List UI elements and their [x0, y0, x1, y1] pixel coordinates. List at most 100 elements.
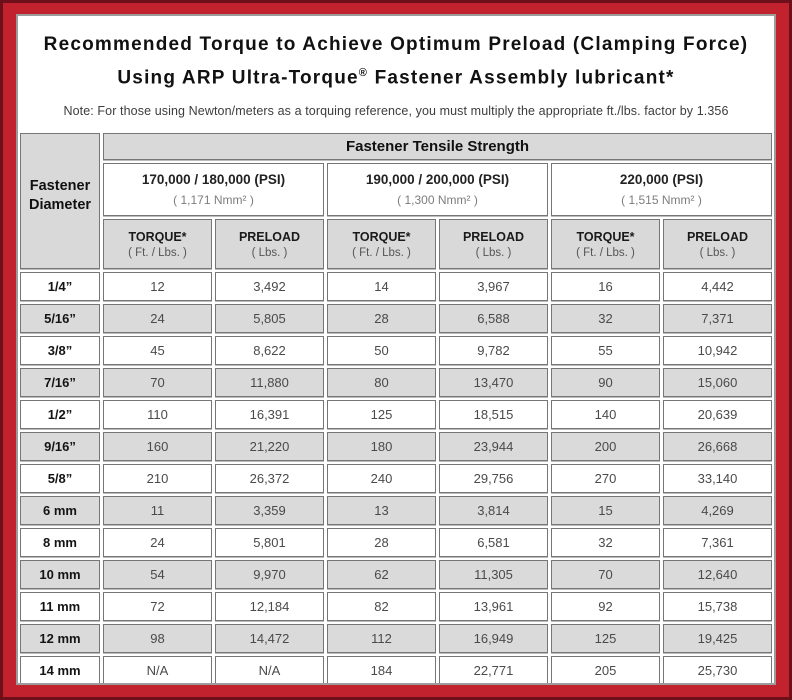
preload-value-cell: 15,060 [663, 368, 772, 398]
preload-value-cell: 7,361 [663, 528, 772, 558]
torque-value-cell: 205 [551, 656, 660, 683]
torque-value-cell: 125 [327, 400, 436, 430]
preload-value-cell: 7,371 [663, 304, 772, 334]
torque-unit: ( Ft. / Lbs. ) [128, 246, 187, 259]
torque-value-cell: 92 [551, 592, 660, 622]
table-row: 14 mm N/A N/A 184 22,771 205 25,730 [20, 656, 772, 683]
preload-value-cell: 23,944 [439, 432, 548, 462]
torque-value-cell: 82 [327, 592, 436, 622]
preload-value-cell: 21,220 [215, 432, 324, 462]
table-row: 1/4” 12 3,492 14 3,967 16 4,442 [20, 272, 772, 302]
torque-label: TORQUE* [128, 229, 187, 244]
torque-value-cell: 180 [327, 432, 436, 462]
torque-value-cell: 55 [551, 336, 660, 366]
title-line-2-text-end: Fastener Assembly lubricant* [368, 67, 675, 89]
table-row: 12 mm 98 14,472 112 16,949 125 19,425 [20, 624, 772, 654]
fastener-diameter-header-cell: Fastener Diameter [20, 133, 100, 270]
preload-unit: ( Lbs. ) [251, 246, 288, 259]
preload-value-cell: 11,880 [215, 368, 324, 398]
column-header-row: TORQUE* ( Ft. / Lbs. ) PRELOAD ( Lbs. ) … [20, 219, 772, 270]
torque-value-cell: 14 [327, 272, 436, 302]
preload-value-cell: N/A [215, 656, 324, 683]
torque-value-cell: 32 [551, 304, 660, 334]
table-row: 5/16” 24 5,805 28 6,588 32 7,371 [20, 304, 772, 334]
torque-value-cell: 54 [103, 560, 212, 590]
torque-value-cell: 90 [551, 368, 660, 398]
preload-label: PRELOAD [686, 229, 749, 244]
psi-header-190-200: 190,000 / 200,000 (PSI) ( 1,300 Nmm² ) [327, 163, 548, 217]
preload-value-cell: 22,771 [439, 656, 548, 683]
preload-value-cell: 25,730 [663, 656, 772, 683]
preload-value-cell: 11,305 [439, 560, 548, 590]
preload-value-cell: 13,470 [439, 368, 548, 398]
table-row: 11 mm 72 12,184 82 13,961 92 15,738 [20, 592, 772, 622]
preload-value-cell: 8,622 [215, 336, 324, 366]
table-row: 7/16” 70 11,880 80 13,470 90 15,060 [20, 368, 772, 398]
torque-value-cell: 28 [327, 304, 436, 334]
preload-value-cell: 15,738 [663, 592, 772, 622]
preload-value-cell: 26,372 [215, 464, 324, 494]
torque-preload-table: Fastener Diameter Fastener Tensile Stren… [18, 130, 774, 683]
diameter-cell: 5/8” [20, 464, 100, 494]
nmm-value: ( 1,171 Nmm² ) [173, 193, 254, 208]
torque-value-cell: N/A [103, 656, 212, 683]
preload-value-cell: 12,184 [215, 592, 324, 622]
preload-value-cell: 5,805 [215, 304, 324, 334]
corner-line-2: Diameter [28, 197, 92, 214]
preload-value-cell: 4,269 [663, 496, 772, 526]
torque-value-cell: 15 [551, 496, 660, 526]
table-body: 1/4” 12 3,492 14 3,967 16 4,442 5/16” 24 5,805 28 6… [20, 272, 772, 683]
diameter-cell: 10 mm [20, 560, 100, 590]
torque-value-cell: 210 [103, 464, 212, 494]
preload-value-cell: 33,140 [663, 464, 772, 494]
torque-value-cell: 240 [327, 464, 436, 494]
preload-value-cell: 3,359 [215, 496, 324, 526]
preload-value-cell: 3,492 [215, 272, 324, 302]
diameter-cell: 9/16” [20, 432, 100, 462]
preload-value-cell: 12,640 [663, 560, 772, 590]
torque-value-cell: 98 [103, 624, 212, 654]
torque-value-cell: 112 [327, 624, 436, 654]
preload-value-cell: 20,639 [663, 400, 772, 430]
preload-value-cell: 3,967 [439, 272, 548, 302]
psi-header-row: 170,000 / 180,000 (PSI) ( 1,171 Nmm² ) 1… [20, 163, 772, 217]
torque-unit: ( Ft. / Lbs. ) [576, 246, 635, 259]
title-line-2: Using ARP Ultra-Torque® Fastener Assembl… [28, 59, 764, 92]
torque-value-cell: 28 [327, 528, 436, 558]
torque-label: TORQUE* [576, 229, 635, 244]
diameter-cell: 6 mm [20, 496, 100, 526]
torque-column-header: TORQUE* ( Ft. / Lbs. ) [103, 219, 212, 270]
preload-column-header: PRELOAD ( Lbs. ) [215, 219, 324, 270]
diameter-cell: 1/4” [20, 272, 100, 302]
table-row: 10 mm 54 9,970 62 11,305 70 12,640 [20, 560, 772, 590]
diameter-cell: 3/8” [20, 336, 100, 366]
nmm-value: ( 1,300 Nmm² ) [397, 193, 478, 208]
psi-header-170-180: 170,000 / 180,000 (PSI) ( 1,171 Nmm² ) [103, 163, 324, 217]
fastener-tensile-strength-header: Fastener Tensile Strength [103, 133, 772, 161]
torque-label: TORQUE* [352, 229, 411, 244]
preload-value-cell: 5,801 [215, 528, 324, 558]
diameter-cell: 7/16” [20, 368, 100, 398]
corner-line-1: Fastener [29, 178, 91, 195]
preload-value-cell: 6,588 [439, 304, 548, 334]
preload-value-cell: 6,581 [439, 528, 548, 558]
preload-value-cell: 14,472 [215, 624, 324, 654]
nmm-value: ( 1,515 Nmm² ) [621, 193, 702, 208]
torque-value-cell: 24 [103, 304, 212, 334]
title-block: Recommended Torque to Achieve Optimum Pr… [18, 16, 774, 118]
preload-value-cell: 26,668 [663, 432, 772, 462]
torque-value-cell: 125 [551, 624, 660, 654]
preload-value-cell: 29,756 [439, 464, 548, 494]
psi-value: 170,000 / 180,000 (PSI) [141, 172, 286, 188]
table-row: 5/8” 210 26,372 240 29,756 270 33,140 [20, 464, 772, 494]
torque-value-cell: 72 [103, 592, 212, 622]
table-row: 9/16” 160 21,220 180 23,944 200 26,668 [20, 432, 772, 462]
preload-unit: ( Lbs. ) [699, 246, 736, 259]
preload-column-header: PRELOAD ( Lbs. ) [439, 219, 548, 270]
preload-value-cell: 10,942 [663, 336, 772, 366]
torque-value-cell: 70 [103, 368, 212, 398]
torque-column-header: TORQUE* ( Ft. / Lbs. ) [551, 219, 660, 270]
torque-value-cell: 24 [103, 528, 212, 558]
torque-value-cell: 160 [103, 432, 212, 462]
